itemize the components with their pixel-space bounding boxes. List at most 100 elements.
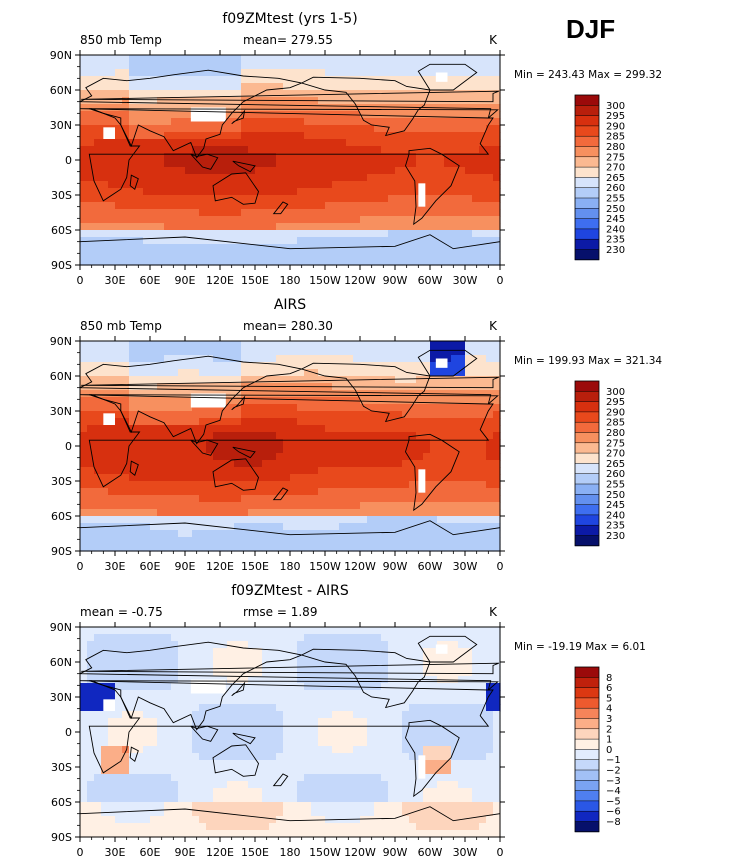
field-cell xyxy=(311,397,319,405)
field-cell xyxy=(430,362,438,370)
field-cell xyxy=(458,704,466,712)
field-cell xyxy=(423,662,431,670)
field-cell xyxy=(493,348,501,356)
field-cell xyxy=(486,383,494,391)
field-cell xyxy=(164,516,172,524)
field-cell xyxy=(87,537,95,545)
field-cell xyxy=(402,69,410,77)
field-cell xyxy=(430,460,438,468)
field-cell xyxy=(381,725,389,733)
field-cell xyxy=(423,90,431,98)
field-cell xyxy=(206,125,214,133)
field-cell xyxy=(241,495,249,503)
field-cell xyxy=(325,362,333,370)
field-cell xyxy=(479,174,487,182)
field-cell xyxy=(437,369,445,377)
field-cell xyxy=(290,453,298,461)
field-cell xyxy=(136,230,144,238)
field-cell xyxy=(304,683,312,691)
field-cell xyxy=(339,425,347,433)
field-cell xyxy=(465,502,473,510)
field-cell xyxy=(164,390,172,398)
field-cell xyxy=(423,362,431,370)
field-cell xyxy=(227,474,235,482)
field-cell xyxy=(178,502,186,510)
field-cell xyxy=(325,83,333,91)
field-cell xyxy=(157,62,165,70)
field-cell xyxy=(444,690,452,698)
field-cell xyxy=(423,683,431,691)
field-cell xyxy=(157,258,165,266)
field-cell xyxy=(262,460,270,468)
field-cell xyxy=(304,132,312,140)
field-cell xyxy=(108,202,116,210)
field-cell xyxy=(346,139,354,147)
field-cell xyxy=(213,537,221,545)
field-cell xyxy=(374,641,382,649)
field-cell xyxy=(80,662,88,670)
field-cell xyxy=(486,467,494,475)
field-cell xyxy=(325,348,333,356)
field-cell xyxy=(87,439,95,447)
colorbar-label: 235 xyxy=(606,521,625,532)
field-cell xyxy=(234,209,242,217)
field-cell xyxy=(241,502,249,510)
field-cell xyxy=(185,181,193,189)
field-cell xyxy=(465,418,473,426)
field-cell xyxy=(80,383,88,391)
field-cell xyxy=(486,90,494,98)
field-cell xyxy=(150,432,158,440)
field-cell xyxy=(451,544,459,552)
field-cell xyxy=(87,704,95,712)
field-cell xyxy=(360,244,368,252)
field-cell xyxy=(164,237,172,245)
field-cell xyxy=(381,55,389,63)
field-cell xyxy=(101,641,109,649)
field-cell xyxy=(360,502,368,510)
field-cell xyxy=(493,530,501,538)
field-cell xyxy=(199,509,207,517)
field-cell xyxy=(234,160,242,168)
field-cell xyxy=(115,348,123,356)
field-cell xyxy=(325,404,333,412)
field-cell xyxy=(360,83,368,91)
field-cell xyxy=(227,732,235,740)
field-cell xyxy=(311,230,319,238)
field-cell xyxy=(122,369,130,377)
field-cell xyxy=(213,97,221,105)
field-cell xyxy=(94,509,102,517)
field-cell xyxy=(402,530,410,538)
field-cell xyxy=(437,481,445,489)
field-cell xyxy=(192,376,200,384)
field-cell xyxy=(339,202,347,210)
field-cell xyxy=(283,627,291,635)
field-cell xyxy=(234,481,242,489)
field-cell xyxy=(465,739,473,747)
field-cell xyxy=(395,509,403,517)
field-cell xyxy=(192,153,200,161)
field-cell xyxy=(395,662,403,670)
field-cell xyxy=(311,404,319,412)
field-cell xyxy=(248,634,256,642)
field-cell xyxy=(472,495,480,503)
field-cell xyxy=(367,167,375,175)
field-cell xyxy=(367,544,375,552)
field-cell xyxy=(255,195,263,203)
field-cell xyxy=(297,655,305,663)
field-cell xyxy=(164,704,172,712)
field-cell xyxy=(255,132,263,140)
field-cell xyxy=(157,432,165,440)
field-cell xyxy=(325,223,333,231)
field-cell xyxy=(115,453,123,461)
field-cell xyxy=(234,216,242,224)
field-cell xyxy=(332,83,340,91)
field-cell xyxy=(248,258,256,266)
field-cell xyxy=(290,732,298,740)
field-cell xyxy=(381,118,389,126)
field-cell xyxy=(332,481,340,489)
field-cell xyxy=(234,446,242,454)
field-cell xyxy=(269,439,277,447)
field-cell xyxy=(444,683,452,691)
field-cell xyxy=(241,390,249,398)
field-cell xyxy=(80,474,88,482)
